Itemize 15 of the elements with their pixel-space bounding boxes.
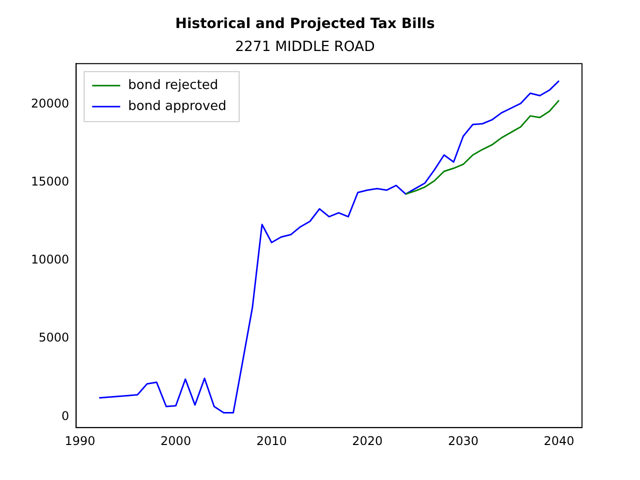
x-tick-label: 2030: [448, 434, 478, 448]
x-tick-label: 2010: [256, 434, 287, 448]
x-tick-label: 2000: [160, 434, 192, 448]
y-tick-label: 20000: [30, 96, 70, 110]
x-tick-label: 1990: [64, 434, 96, 448]
y-tick-label: 0: [62, 408, 70, 423]
y-tick-label: 10000: [30, 252, 70, 267]
x-tick-label: 2020: [352, 434, 383, 448]
legend-label: bond approved: [128, 98, 226, 114]
y-tick-label: 5000: [38, 330, 70, 345]
x-tick-label: 2040: [544, 434, 574, 448]
chart-subtitle: 2271 MIDDLE ROAD: [235, 38, 375, 55]
y-tick-label: 15000: [30, 174, 70, 188]
legend-label: bond rejected: [128, 78, 218, 93]
chart-title: Historical and Projected Tax Bills: [175, 16, 435, 32]
